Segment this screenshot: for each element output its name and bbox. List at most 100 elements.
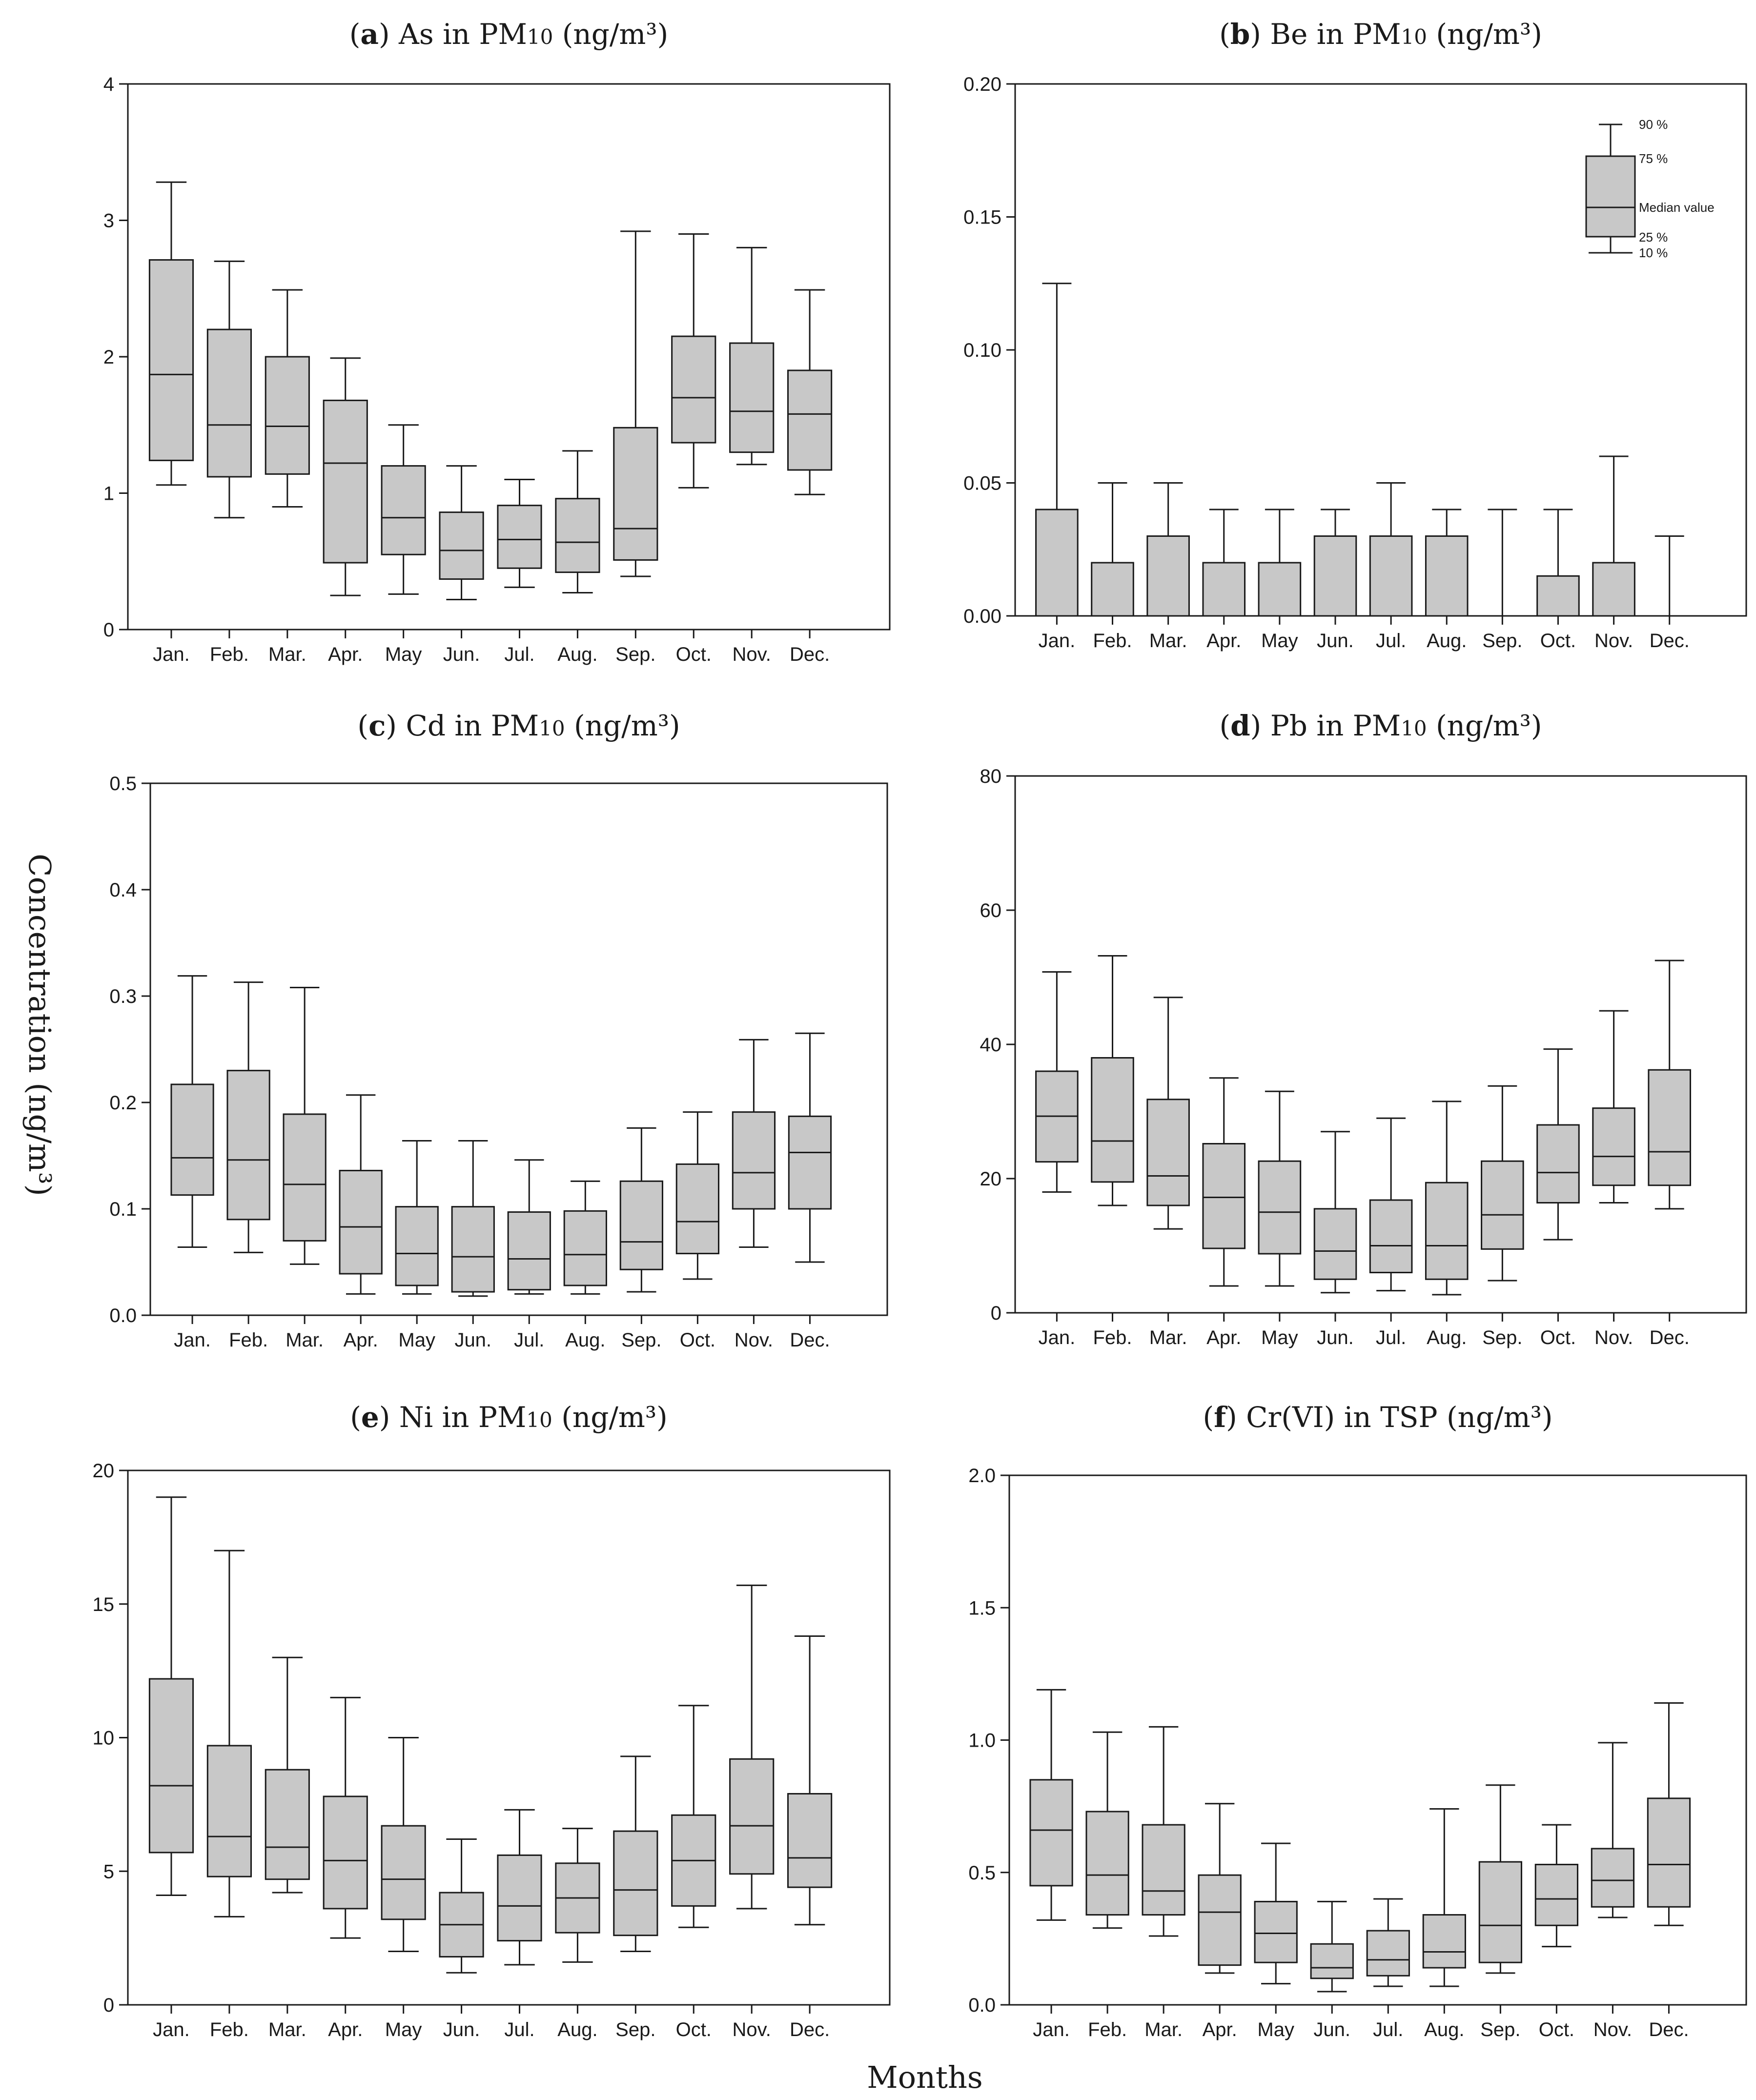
iqr-box (729, 342, 775, 453)
panel-title-subscript: 10 (527, 25, 553, 49)
iqr-box (1146, 1099, 1190, 1206)
box-apr (339, 1094, 383, 1295)
legend-label-median: Median value (1639, 200, 1715, 215)
iqr-box (1648, 1069, 1692, 1186)
y-tick-label: 0.05 (963, 473, 1001, 494)
panel-title: (d) Pb in PM10 (ng/m³) (1219, 709, 1542, 742)
iqr-box (788, 1115, 832, 1210)
iqr-box (1313, 535, 1357, 617)
iqr-box (265, 1769, 310, 1880)
y-tick-label: 1.0 (968, 1730, 996, 1752)
y-tick-label: 0.4 (109, 879, 137, 901)
x-tick-label: May (398, 1329, 435, 1351)
panel-title-unit: (ng/m³) (1427, 18, 1542, 51)
x-tick-label: Sep. (1482, 1327, 1522, 1348)
iqr-box (1313, 1208, 1357, 1280)
x-tick-label: Jan. (1039, 630, 1076, 652)
iqr-box (787, 369, 833, 471)
x-tick-label: Jan. (153, 2019, 190, 2040)
x-tick-label: Sep. (1482, 630, 1522, 652)
y-tick-label: 0.20 (963, 74, 1001, 95)
x-tick-label: Oct. (676, 2019, 712, 2040)
x-tick-label: Aug. (1427, 630, 1467, 652)
legend-label-p25: 25 % (1639, 230, 1668, 245)
y-tick-label: 0.3 (109, 986, 137, 1007)
panel-letter: b (1230, 18, 1250, 51)
x-tick-label: Apr. (344, 1329, 378, 1351)
x-tick-label: Jan. (1033, 2019, 1070, 2040)
iqr-box (1422, 1914, 1466, 1969)
iqr-box (395, 1206, 439, 1286)
y-tick-label: 0.15 (963, 207, 1001, 228)
x-tick-label: Sep. (615, 2019, 655, 2040)
box-oct (1536, 509, 1580, 617)
box-legend: 90 % 75 % Median value 25 %10 % (1585, 117, 1715, 260)
box-jul (1366, 1898, 1410, 1987)
iqr-box (675, 1163, 720, 1255)
x-tick-label: Feb. (1093, 1327, 1132, 1348)
box-oct (671, 1705, 716, 1928)
iqr-box (619, 1180, 663, 1270)
x-tick-label: Sep. (615, 644, 655, 665)
iqr-box (283, 1113, 327, 1242)
x-tick-label: Dec. (790, 1329, 830, 1351)
box-feb (206, 260, 252, 519)
y-tick-label: 40 (980, 1034, 1002, 1056)
iqr-box (1202, 1143, 1246, 1249)
box-oct (675, 1111, 720, 1280)
x-tick-label: Mar. (286, 1329, 324, 1351)
x-tick-label: Dec. (1650, 1327, 1690, 1348)
box-jan (1035, 971, 1079, 1193)
box-may (381, 424, 426, 595)
box-aug (555, 450, 600, 594)
y-tick-label: 2.0 (968, 1465, 996, 1487)
x-tick-label: Aug. (565, 1329, 605, 1351)
iqr-box (226, 1070, 270, 1221)
x-tick-label: Feb. (210, 644, 249, 665)
y-tick-label: 0.5 (968, 1862, 996, 1884)
y-tick-label: 10 (93, 1728, 115, 1749)
x-tick-label: Aug. (1424, 2019, 1464, 2040)
panel-title-text: ) Pb in PM (1250, 709, 1401, 742)
iqr-box (451, 1206, 495, 1293)
x-tick-label: Mar. (1144, 2019, 1183, 2040)
y-tick-label: 20 (93, 1460, 115, 1482)
box-aug (1425, 509, 1469, 617)
x-tick-label: Sep. (621, 1329, 661, 1351)
panel-title-text: ) Cd in PM (386, 709, 539, 742)
y-tick-label: 0 (103, 619, 114, 641)
iqr-box (1035, 509, 1079, 617)
box-jun (439, 1838, 484, 1974)
iqr-box (148, 1678, 194, 1854)
iqr-box (1478, 1861, 1522, 1963)
box-feb (1085, 1731, 1129, 1929)
x-tick-label: Oct. (676, 644, 712, 665)
box-jan (1029, 1689, 1073, 1921)
chart-panel-b: (b) Be in PM10 (ng/m³) 0.00 0.05 0.10 0.15 0.… (963, 18, 1747, 652)
iqr-box (381, 1825, 426, 1920)
chart-panel-d: (d) Pb in PM10 (ng/m³) 0 20 40 60 80 Jan. Feb. M… (980, 709, 1747, 1348)
x-tick-label: Jan. (153, 644, 190, 665)
iqr-box (148, 259, 194, 461)
panel-title-open: ( (1219, 18, 1230, 51)
y-tick-label: 0 (103, 1995, 114, 2016)
panel-title-unit: (ng/m³) (553, 18, 668, 51)
box-dec (1648, 959, 1692, 1210)
plot-frame (149, 782, 888, 1316)
x-tick-label: Jul. (514, 1329, 544, 1351)
x-tick-label: Apr. (328, 644, 363, 665)
y-tick-label: 4 (103, 74, 114, 95)
panel-letter: d (1230, 709, 1250, 742)
iqr-box (206, 328, 252, 478)
box-nov (1592, 455, 1635, 617)
box-jan (148, 181, 194, 486)
box-mar (265, 289, 310, 508)
box-nov (1592, 1010, 1635, 1203)
x-tick-label: Jul. (504, 644, 534, 665)
iqr-box (381, 465, 426, 555)
iqr-box (1369, 535, 1413, 617)
y-tick-label: 15 (93, 1594, 115, 1615)
x-tick-label: Jul. (504, 2019, 534, 2040)
panel-title-unit: (ng/m³) (1438, 1401, 1553, 1434)
